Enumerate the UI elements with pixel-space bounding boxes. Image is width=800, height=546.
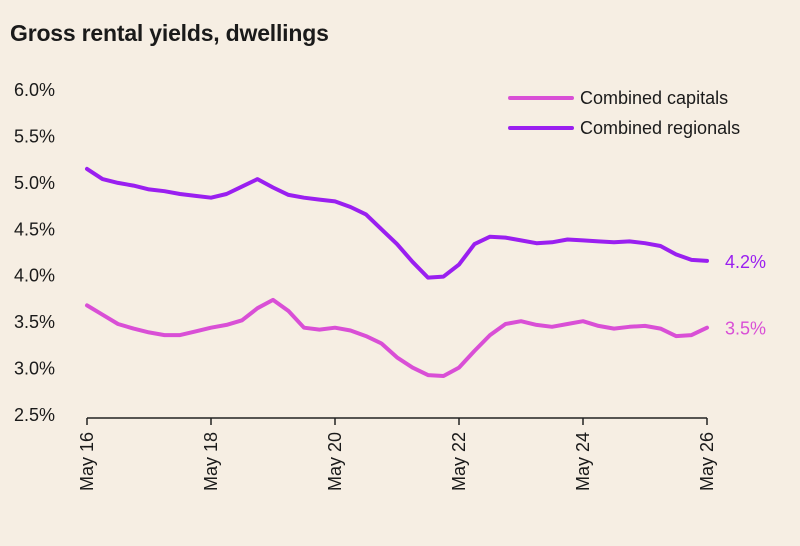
end-value-label: 3.5% bbox=[725, 319, 766, 339]
x-tick-label: May 16 bbox=[77, 432, 97, 491]
y-tick-label: 3.0% bbox=[14, 359, 55, 379]
x-tick-label: May 24 bbox=[573, 432, 593, 491]
y-tick-label: 6.0% bbox=[14, 80, 55, 100]
y-tick-label: 4.5% bbox=[14, 219, 55, 239]
chart-title: Gross rental yields, dwellings bbox=[10, 20, 329, 46]
x-tick-label: May 22 bbox=[449, 432, 469, 491]
x-tick-label: May 18 bbox=[201, 432, 221, 491]
y-tick-label: 3.5% bbox=[14, 312, 55, 332]
y-tick-label: 2.5% bbox=[14, 405, 55, 425]
y-tick-label: 5.5% bbox=[14, 126, 55, 146]
end-value-label: 4.2% bbox=[725, 252, 766, 272]
x-tick-label: May 26 bbox=[697, 432, 717, 491]
legend-label: Combined regionals bbox=[580, 118, 740, 138]
y-tick-label: 4.0% bbox=[14, 266, 55, 286]
x-tick-label: May 20 bbox=[325, 432, 345, 491]
series-line-combined-regionals bbox=[85, 166, 709, 280]
y-tick-label: 5.0% bbox=[14, 173, 55, 193]
series-line-combined-capitals bbox=[85, 297, 709, 378]
legend-label: Combined capitals bbox=[580, 88, 728, 108]
